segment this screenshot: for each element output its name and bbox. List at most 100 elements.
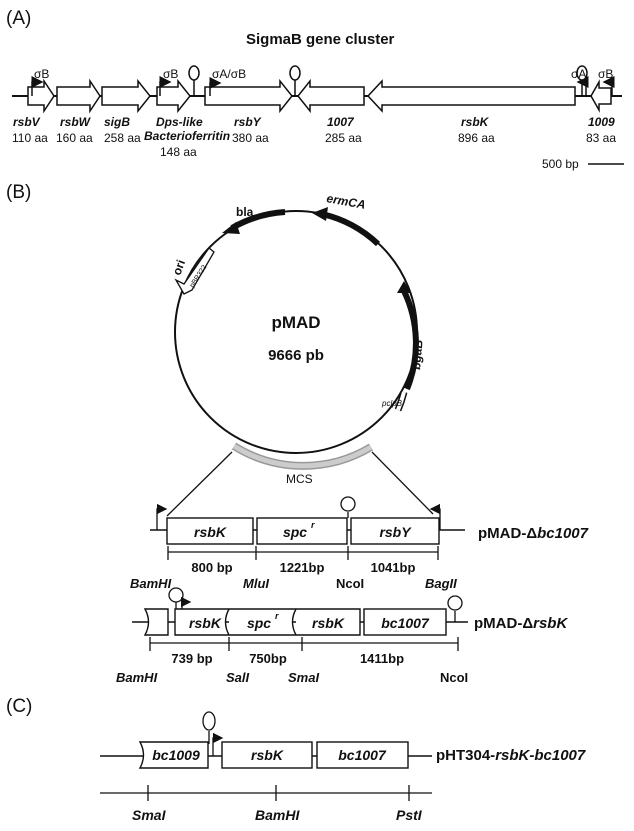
- c-box-label-rsbK: rsbK: [251, 747, 284, 763]
- c1-segment-2: 1221bp: [280, 560, 325, 575]
- terminator-rsbY: [289, 65, 301, 96]
- c2-fusion-box: [174, 608, 361, 636]
- gene-rsbK-arrow: [366, 79, 576, 113]
- gene-size: 258 aa: [104, 131, 141, 145]
- bgaB-label: bgaB: [409, 339, 426, 370]
- gene-1007-arrow: [297, 78, 365, 114]
- construct1-name: pMAD-Δbc1007: [478, 525, 589, 542]
- construct-c-name: pHT304-rsbK-bc1007: [436, 747, 586, 764]
- bgaB-gene: [401, 289, 419, 391]
- gene-size: 896 aa: [458, 131, 495, 145]
- cluster-title: SigmaB gene cluster: [246, 31, 395, 48]
- promoter-rsbV: [31, 76, 44, 96]
- gene-name: sigB: [104, 115, 130, 129]
- gene-size: 148 aa: [160, 145, 197, 159]
- sigma-label-4: σA: [571, 67, 586, 81]
- promoter-c: [212, 732, 224, 756]
- terminator-c: [202, 711, 216, 744]
- gene-name: rsbY: [234, 115, 262, 129]
- ori-pbr322-arrow: [174, 247, 215, 295]
- box-c1-rsbY: [350, 517, 440, 545]
- gene-size: 110 aa: [12, 131, 48, 145]
- gene-name: rsbK: [461, 115, 490, 129]
- terminator-c1: [340, 496, 356, 518]
- promoter-rsbY: [209, 77, 222, 96]
- scale-bar-label: 500 bp: [542, 157, 579, 171]
- c1-site-bamhi: BamHI: [130, 576, 172, 591]
- construct-c-map: [100, 711, 432, 801]
- c2-site-bamhi: BamHI: [116, 670, 158, 685]
- terminator-dps: [188, 65, 200, 96]
- c-site-bamhi: BamHI: [255, 807, 300, 823]
- c1-site-mlui: MluI: [243, 576, 269, 591]
- gene-size: 380 aa: [232, 131, 269, 145]
- ori-label: ori: [170, 258, 188, 277]
- construct-bc1007-map: [150, 496, 465, 560]
- box-c1-rsbK: [166, 517, 254, 545]
- gene-rsbW-arrow: [56, 78, 101, 114]
- panel-c-label: (C): [6, 696, 32, 717]
- zoom-line-right: [371, 451, 434, 515]
- gene-size: 160 aa: [56, 131, 93, 145]
- ermCA-gene: [321, 211, 381, 247]
- box-c2-bc1007: [363, 608, 447, 636]
- c1-segment-1: 800 bp: [191, 560, 232, 575]
- pclpB-label: pclpB: [381, 399, 403, 408]
- c-box-label-bc1009: bc1009: [152, 747, 200, 763]
- zoom-line-left: [166, 451, 233, 517]
- sigma-label-2: σB: [163, 67, 178, 81]
- gene-name: 1007: [327, 115, 355, 129]
- c1-box-label-spc: spc: [283, 524, 307, 540]
- c2-site-ncoi: NcoI: [440, 670, 468, 685]
- terminator-c2-right: [447, 595, 463, 622]
- box-c-bc1009: [138, 741, 209, 769]
- gene-sigB-arrow: [101, 78, 151, 114]
- c2-segment-1: 739 bp: [171, 651, 212, 666]
- mcs-label: MCS: [286, 472, 313, 486]
- gene-name-2: Bacterioferritin: [144, 129, 230, 143]
- promoter-1009-b: [602, 76, 615, 96]
- c1-segment-3: 1041bp: [371, 560, 416, 575]
- c2-truncated-box: [143, 608, 169, 636]
- gene-rsbY-arrow: [204, 78, 293, 114]
- sigma-label-1: σB: [34, 67, 49, 81]
- c2-box-label-rsbK-2: rsbK: [312, 615, 345, 631]
- c2-box-label-bc1007: bc1007: [381, 615, 430, 631]
- gene-cluster-map: [12, 65, 622, 114]
- c1-site-ncoi: NcoI: [336, 576, 364, 591]
- c2-site-smai: SmaI: [288, 670, 319, 685]
- plasmid-name: pMAD: [271, 313, 320, 332]
- c-site-smai: SmaI: [132, 807, 167, 823]
- box-c1-spc: [256, 517, 348, 545]
- box-c-bc1007: [316, 741, 409, 769]
- gene-dps-arrow: [156, 78, 191, 114]
- gene-rsbV-arrow: [27, 78, 55, 114]
- panel-b-label: (B): [6, 182, 31, 203]
- gene-size: 285 aa: [325, 131, 362, 145]
- construct2-name: pMAD-ΔrsbK: [474, 615, 568, 632]
- bla-label: bla: [236, 205, 254, 219]
- c-box-label-bc1007: bc1007: [338, 747, 387, 763]
- c2-segment-3: 1411bp: [360, 651, 404, 666]
- c2-box-label-spc: spc: [247, 615, 271, 631]
- box-c-rsbK: [221, 741, 313, 769]
- panel-a-label: (A): [6, 8, 31, 29]
- sigma-label-5: σB: [598, 67, 613, 81]
- plasmid-map: [166, 207, 434, 517]
- plasmid-backbone: [174, 210, 418, 454]
- gene-name: Dps-like: [156, 115, 203, 129]
- promoter-c1-right: [429, 503, 441, 530]
- c1-box-label-rsbK: rsbK: [194, 524, 227, 540]
- gene-name: rsbW: [60, 115, 92, 129]
- plasmid-size: 9666 pb: [268, 347, 324, 364]
- c1-spc-superscript: r: [311, 520, 315, 530]
- c2-site-sali: SalI: [226, 670, 250, 685]
- c2-segment-2: 750bp: [249, 651, 287, 666]
- gene-size: 83 aa: [586, 131, 616, 145]
- gene-name: rsbV: [13, 115, 41, 129]
- sigma-label-3: σA/σB: [212, 67, 246, 81]
- ermCA-label: ermCA: [325, 191, 366, 212]
- promoter-dps: [159, 76, 172, 96]
- promoter-1009-a: [576, 76, 589, 96]
